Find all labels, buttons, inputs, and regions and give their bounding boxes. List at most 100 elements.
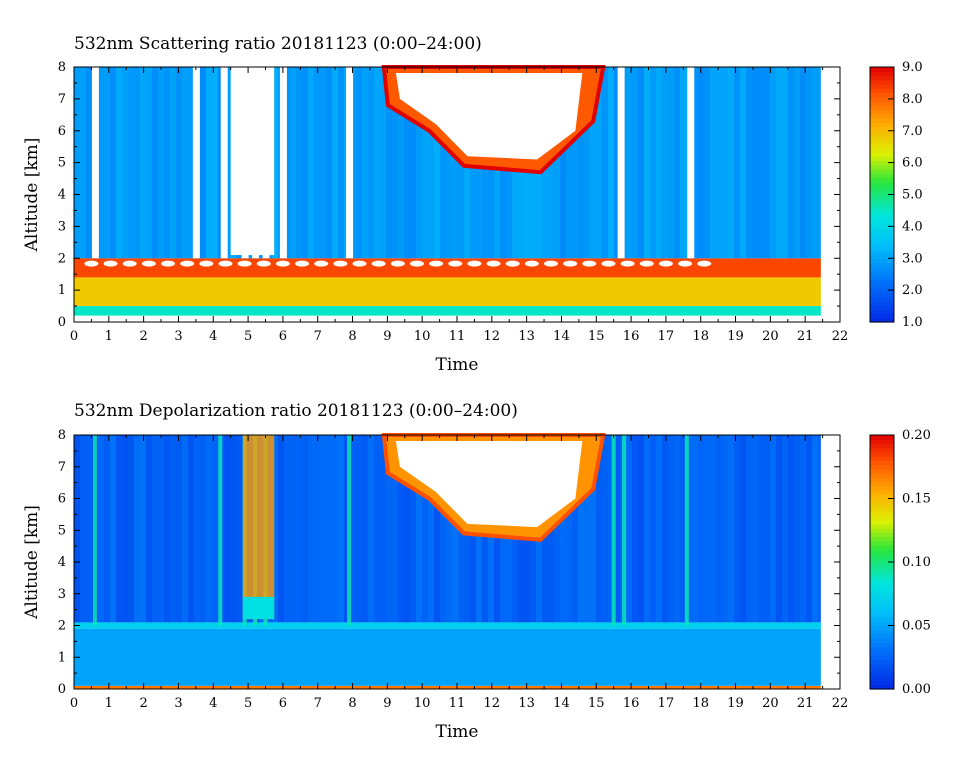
colorbar-segment xyxy=(870,523,894,529)
x-axis-label: Time xyxy=(436,722,479,742)
texture-stripe xyxy=(704,435,710,623)
texture-stripe xyxy=(110,67,116,259)
saturated-blob xyxy=(448,260,463,267)
saturated-column xyxy=(687,67,695,259)
colorbar-segment xyxy=(870,477,894,483)
texture-stripe xyxy=(116,67,122,259)
texture-stripe xyxy=(680,67,686,259)
colorbar-tick-label: 6.0 xyxy=(902,156,923,171)
saturated-column xyxy=(279,67,287,259)
y-tick-label: 6 xyxy=(58,124,66,139)
colorbar-segment xyxy=(870,511,894,517)
texture-stripe xyxy=(296,67,302,259)
colorbar-segment xyxy=(870,288,894,293)
texture-stripe xyxy=(158,67,164,259)
saturated-blob xyxy=(429,260,444,267)
colorbar-segment xyxy=(870,147,894,153)
panel-depol: 532nm Depolarization ratio 20181123 (0:0… xyxy=(22,401,931,742)
texture-stripe xyxy=(320,67,326,259)
colorbar-segment xyxy=(870,122,894,128)
texture-stripe xyxy=(782,67,788,259)
y-tick-label: 0 xyxy=(58,682,66,697)
texture-stripe xyxy=(692,67,698,259)
texture-stripe xyxy=(290,67,296,259)
texture-stripe xyxy=(224,435,230,623)
colorbar-segment xyxy=(870,181,894,187)
colorbar-segment xyxy=(870,84,894,89)
texture-stripe xyxy=(350,435,356,623)
texture-stripe xyxy=(812,67,818,259)
texture-stripe xyxy=(716,435,722,623)
texture-stripe xyxy=(338,67,344,259)
texture-stripe xyxy=(380,435,386,623)
colorbar-segment xyxy=(870,604,894,610)
texture-stripe xyxy=(710,435,716,623)
layer-boundary-layer xyxy=(74,628,821,686)
colorbar-segment xyxy=(870,451,894,457)
texture-stripe xyxy=(308,67,314,259)
colorbar-segment xyxy=(870,215,894,221)
texture-stripe xyxy=(146,67,152,259)
colorbar-segment xyxy=(870,578,894,584)
texture-stripe xyxy=(602,435,608,623)
colorbar-segment xyxy=(870,245,894,251)
colorbar-segment xyxy=(870,177,894,183)
texture-stripe xyxy=(122,67,128,259)
texture-stripe xyxy=(164,67,170,259)
colorbar-segment xyxy=(870,283,894,289)
dust-plume xyxy=(242,435,275,620)
texture-stripe xyxy=(422,67,428,259)
colorbar-segment xyxy=(870,71,894,77)
x-tick-label: 3 xyxy=(174,696,182,711)
texture-stripe xyxy=(626,435,632,623)
x-tick-label: 21 xyxy=(797,696,814,711)
saturated-blob xyxy=(505,260,520,267)
colorbar-segment xyxy=(870,79,894,85)
colorbar-segment xyxy=(870,92,894,98)
saturated-blob xyxy=(390,260,405,267)
saturated-blob xyxy=(218,260,233,267)
y-tick-label: 6 xyxy=(58,492,66,507)
texture-stripe xyxy=(434,435,440,623)
texture-stripe xyxy=(170,435,176,623)
texture-stripe xyxy=(638,67,644,259)
colorbar-segment xyxy=(870,464,894,470)
dust-column xyxy=(218,435,223,626)
colorbar-tick-label: 3.0 xyxy=(902,251,923,266)
y-tick-label: 3 xyxy=(58,587,66,602)
x-tick-label: 6 xyxy=(279,329,287,344)
texture-stripe xyxy=(566,67,572,259)
texture-stripe xyxy=(656,435,662,623)
saturated-blob xyxy=(237,260,252,267)
x-tick-label: 14 xyxy=(553,696,570,711)
saturated-blob xyxy=(544,260,559,267)
texture-stripe xyxy=(440,67,446,259)
colorbar-tick-label: 1.0 xyxy=(902,315,923,330)
texture-stripe xyxy=(590,67,596,259)
texture-stripe xyxy=(314,435,320,623)
x-axis-label: Time xyxy=(436,355,479,375)
y-tick-label: 7 xyxy=(58,92,66,107)
colorbar-segment xyxy=(870,439,894,445)
texture-stripe xyxy=(788,435,794,623)
saturated-column xyxy=(220,67,228,259)
colorbar-segment xyxy=(870,473,894,478)
x-tick-label: 7 xyxy=(314,329,322,344)
texture-stripe xyxy=(638,435,644,623)
saturated-blob xyxy=(697,260,712,267)
texture-stripe xyxy=(332,67,338,259)
x-tick-label: 22 xyxy=(832,696,849,711)
colorbar-segment xyxy=(870,612,894,618)
colorbar-segment xyxy=(870,676,894,682)
texture-stripe xyxy=(554,67,560,259)
colorbar-segment xyxy=(870,659,894,665)
texture-stripe xyxy=(152,67,158,259)
texture-stripe xyxy=(596,435,602,623)
texture-stripe xyxy=(794,435,800,623)
texture-stripe xyxy=(614,435,620,623)
texture-stripe xyxy=(770,435,776,623)
colorbar-segment xyxy=(870,113,894,119)
colorbar-segment xyxy=(870,143,894,149)
colorbar-segment xyxy=(870,266,894,272)
colorbar-segment xyxy=(870,75,894,81)
